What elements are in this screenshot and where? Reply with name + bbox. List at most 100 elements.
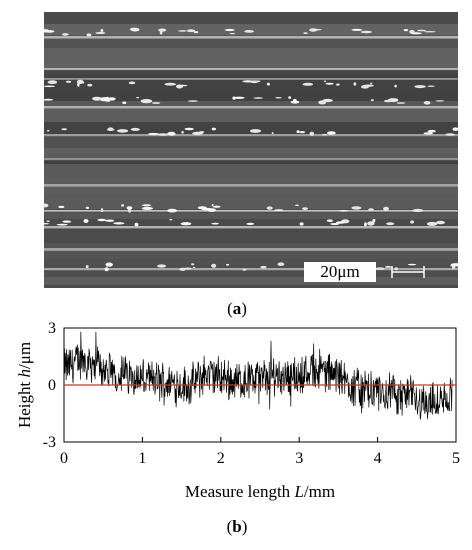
sem-debris bbox=[117, 129, 129, 133]
sem-debris bbox=[158, 28, 167, 32]
sem-debris bbox=[330, 223, 340, 225]
sem-debris bbox=[224, 28, 235, 32]
sem-debris bbox=[47, 80, 58, 85]
sem-debris bbox=[452, 127, 459, 131]
sem-debris bbox=[410, 220, 414, 224]
sem-band bbox=[44, 64, 458, 69]
sem-groove-edge bbox=[44, 134, 458, 137]
sem-debris bbox=[85, 265, 89, 269]
sem-groove-edge bbox=[44, 68, 458, 71]
sem-debris bbox=[266, 82, 270, 86]
sem-debris bbox=[176, 84, 188, 87]
sem-debris bbox=[87, 83, 93, 87]
sem-debris bbox=[373, 219, 376, 221]
sem-debris bbox=[351, 28, 363, 31]
sem-debris bbox=[368, 208, 374, 212]
sem-debris bbox=[100, 208, 104, 213]
sem-image bbox=[39, 12, 463, 297]
sem-debris bbox=[353, 82, 357, 86]
sem-debris bbox=[211, 263, 217, 268]
sem-band bbox=[44, 24, 458, 35]
sem-debris bbox=[325, 82, 334, 85]
sem-groove-edge bbox=[44, 248, 458, 251]
y-tick-label-2: -3 bbox=[43, 434, 56, 451]
sem-band bbox=[44, 122, 458, 136]
sem-debris bbox=[435, 100, 445, 102]
sem-debris bbox=[367, 221, 375, 226]
sem-debris bbox=[86, 33, 92, 37]
sem-debris bbox=[108, 97, 116, 101]
sem-debris bbox=[46, 129, 50, 132]
sem-debris bbox=[427, 129, 436, 133]
sem-debris bbox=[122, 101, 127, 105]
sem-debris bbox=[107, 127, 114, 131]
sem-debris bbox=[211, 222, 219, 225]
sem-debris bbox=[336, 83, 340, 86]
sem-debris bbox=[201, 207, 213, 211]
sem-debris bbox=[409, 30, 415, 34]
sem-debris bbox=[126, 206, 133, 210]
sem-debris bbox=[290, 100, 300, 104]
sem-debris bbox=[179, 267, 186, 271]
sem-debris bbox=[187, 100, 198, 102]
y-tick-label-1: 0 bbox=[48, 377, 56, 394]
sem-debris bbox=[167, 131, 176, 136]
sem-band bbox=[44, 92, 458, 101]
sem-band bbox=[44, 243, 458, 259]
scale-bar-label: 20μm bbox=[304, 262, 376, 282]
sem-debris bbox=[131, 28, 140, 32]
sem-debris bbox=[271, 132, 274, 135]
sem-debris bbox=[351, 206, 362, 210]
sem-debris bbox=[42, 98, 54, 101]
sem-band bbox=[44, 12, 458, 24]
sem-debris bbox=[169, 218, 173, 221]
sem-debris bbox=[299, 131, 306, 134]
sem-debris bbox=[246, 222, 255, 225]
sem-band bbox=[44, 277, 458, 285]
sem-debris bbox=[412, 208, 424, 213]
sem-debris bbox=[58, 205, 65, 209]
sem-debris bbox=[192, 131, 203, 136]
sem-debris bbox=[414, 85, 426, 89]
sem-debris bbox=[92, 96, 102, 101]
sem-band bbox=[44, 148, 458, 154]
sem-debris bbox=[322, 134, 327, 136]
sem-debris bbox=[192, 266, 196, 269]
x-ticks: 0 1 2 3 4 5 bbox=[60, 437, 460, 467]
sem-debris bbox=[383, 99, 393, 103]
sem-debris bbox=[242, 268, 247, 271]
sem-debris bbox=[85, 206, 89, 209]
sem-debris bbox=[167, 208, 178, 213]
sem-debris bbox=[266, 206, 273, 210]
sem-debris bbox=[61, 33, 69, 36]
sem-debris bbox=[403, 29, 409, 32]
sem-debris bbox=[370, 82, 373, 85]
sem-debris bbox=[253, 97, 263, 99]
sem-band bbox=[44, 136, 458, 148]
sem-debris bbox=[436, 220, 445, 225]
sem-debris bbox=[226, 263, 230, 266]
sem-debris bbox=[277, 262, 285, 266]
sem-debris bbox=[302, 207, 308, 211]
sem-debris bbox=[327, 131, 336, 135]
x-tick-label-0: 0 bbox=[60, 450, 68, 467]
y-axis-title: Height h/μm bbox=[15, 342, 34, 428]
sem-debris bbox=[423, 101, 431, 105]
sem-groove-edge bbox=[44, 184, 458, 187]
sem-debris bbox=[178, 30, 187, 32]
sem-debris bbox=[335, 221, 346, 224]
sem-debris bbox=[97, 218, 106, 222]
sem-debris bbox=[362, 84, 374, 87]
x-axis-title: Measure length L/mm bbox=[185, 482, 335, 501]
sem-band bbox=[44, 75, 458, 92]
sem-debris bbox=[212, 205, 221, 208]
x-tick-label-5: 5 bbox=[452, 450, 460, 467]
sem-debris bbox=[141, 204, 152, 207]
sem-debris bbox=[42, 203, 49, 208]
sem-debris bbox=[423, 31, 436, 33]
sem-debris bbox=[191, 263, 195, 266]
y-ticks: 3 0 -3 bbox=[43, 320, 69, 451]
sem-debris bbox=[141, 206, 153, 210]
x-tick-label-1: 1 bbox=[138, 450, 146, 467]
